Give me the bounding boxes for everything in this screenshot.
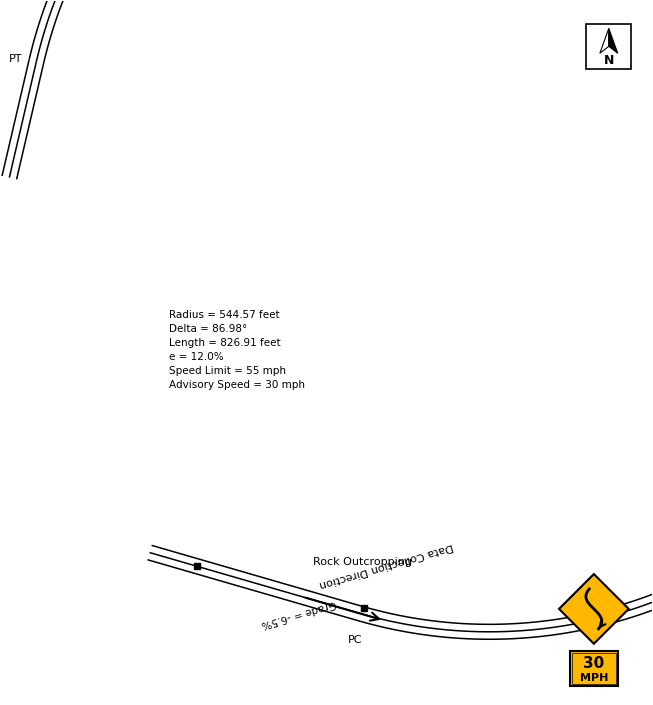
- Text: Rock Outcropping: Rock Outcropping: [313, 557, 411, 567]
- Text: N: N: [603, 54, 614, 67]
- Text: 30: 30: [583, 656, 605, 671]
- Polygon shape: [609, 28, 618, 54]
- Bar: [586, 24, 631, 68]
- Polygon shape: [559, 574, 629, 644]
- Text: Radius = 544.57 feet
Delta = 86.98°
Length = 826.91 feet
e = 12.0%
Speed Limit =: Radius = 544.57 feet Delta = 86.98° Leng…: [168, 310, 305, 390]
- Polygon shape: [600, 28, 609, 54]
- Text: PC: PC: [348, 635, 362, 645]
- Text: PT: PT: [9, 54, 23, 64]
- FancyBboxPatch shape: [570, 651, 618, 686]
- Text: MPH: MPH: [580, 673, 608, 682]
- Text: Data Collection Direction: Data Collection Direction: [317, 541, 454, 589]
- Text: Grade = -6.5%: Grade = -6.5%: [260, 598, 337, 630]
